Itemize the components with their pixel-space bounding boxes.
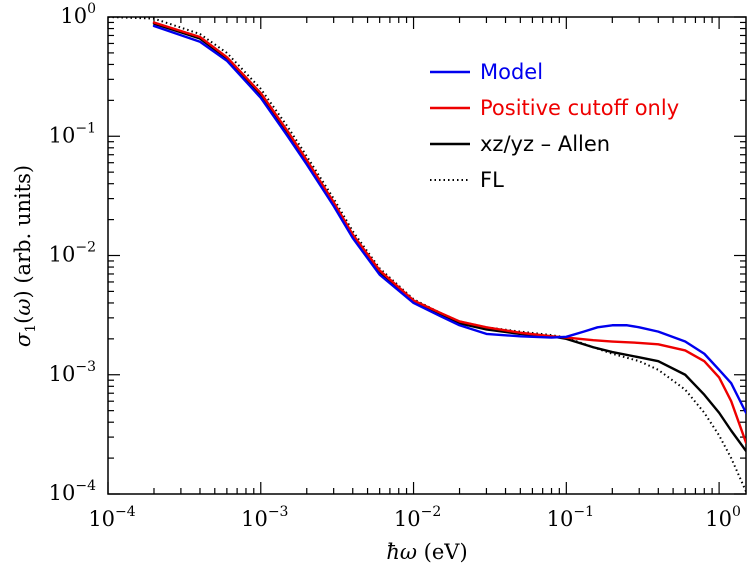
y-tick-label: 10−4: [49, 478, 96, 505]
series-line-3: [152, 22, 746, 453]
x-tick-label: 10−2: [394, 504, 441, 531]
legend-label: Model: [480, 60, 543, 84]
series-layer: [108, 17, 746, 492]
plot-frame: [107, 16, 747, 495]
legend-label: FL: [480, 168, 504, 192]
x-tick-label: 10−1: [547, 504, 594, 531]
tick-labels: 10−4 10−3 10−2 10−1 100 10−4 10−3 10−2 10−1 100: [49, 1, 741, 531]
y-tick-label: 10−2: [49, 240, 96, 267]
y-axis-title: σ1(ω) (arb. units): [11, 165, 39, 347]
legend: Model Positive cutoff only xz/yz – Allen FL: [430, 60, 679, 192]
legend-label: xz/yz – Allen: [480, 132, 610, 156]
legend-label: Positive cutoff only: [480, 96, 679, 120]
series-line-4: [108, 17, 746, 492]
x-axis-title: ħω (eV): [386, 540, 467, 564]
ticks: [107, 16, 746, 495]
x-tick-label: 10−4: [88, 504, 135, 531]
series-line-2: [152, 21, 746, 444]
x-tick-label: 100: [705, 504, 741, 531]
y-tick-label: 100: [60, 1, 96, 28]
y-tick-label: 10−1: [49, 120, 96, 147]
series-line-1: [152, 24, 746, 414]
y-tick-label: 10−3: [49, 359, 96, 386]
x-tick-label: 10−3: [241, 504, 288, 531]
